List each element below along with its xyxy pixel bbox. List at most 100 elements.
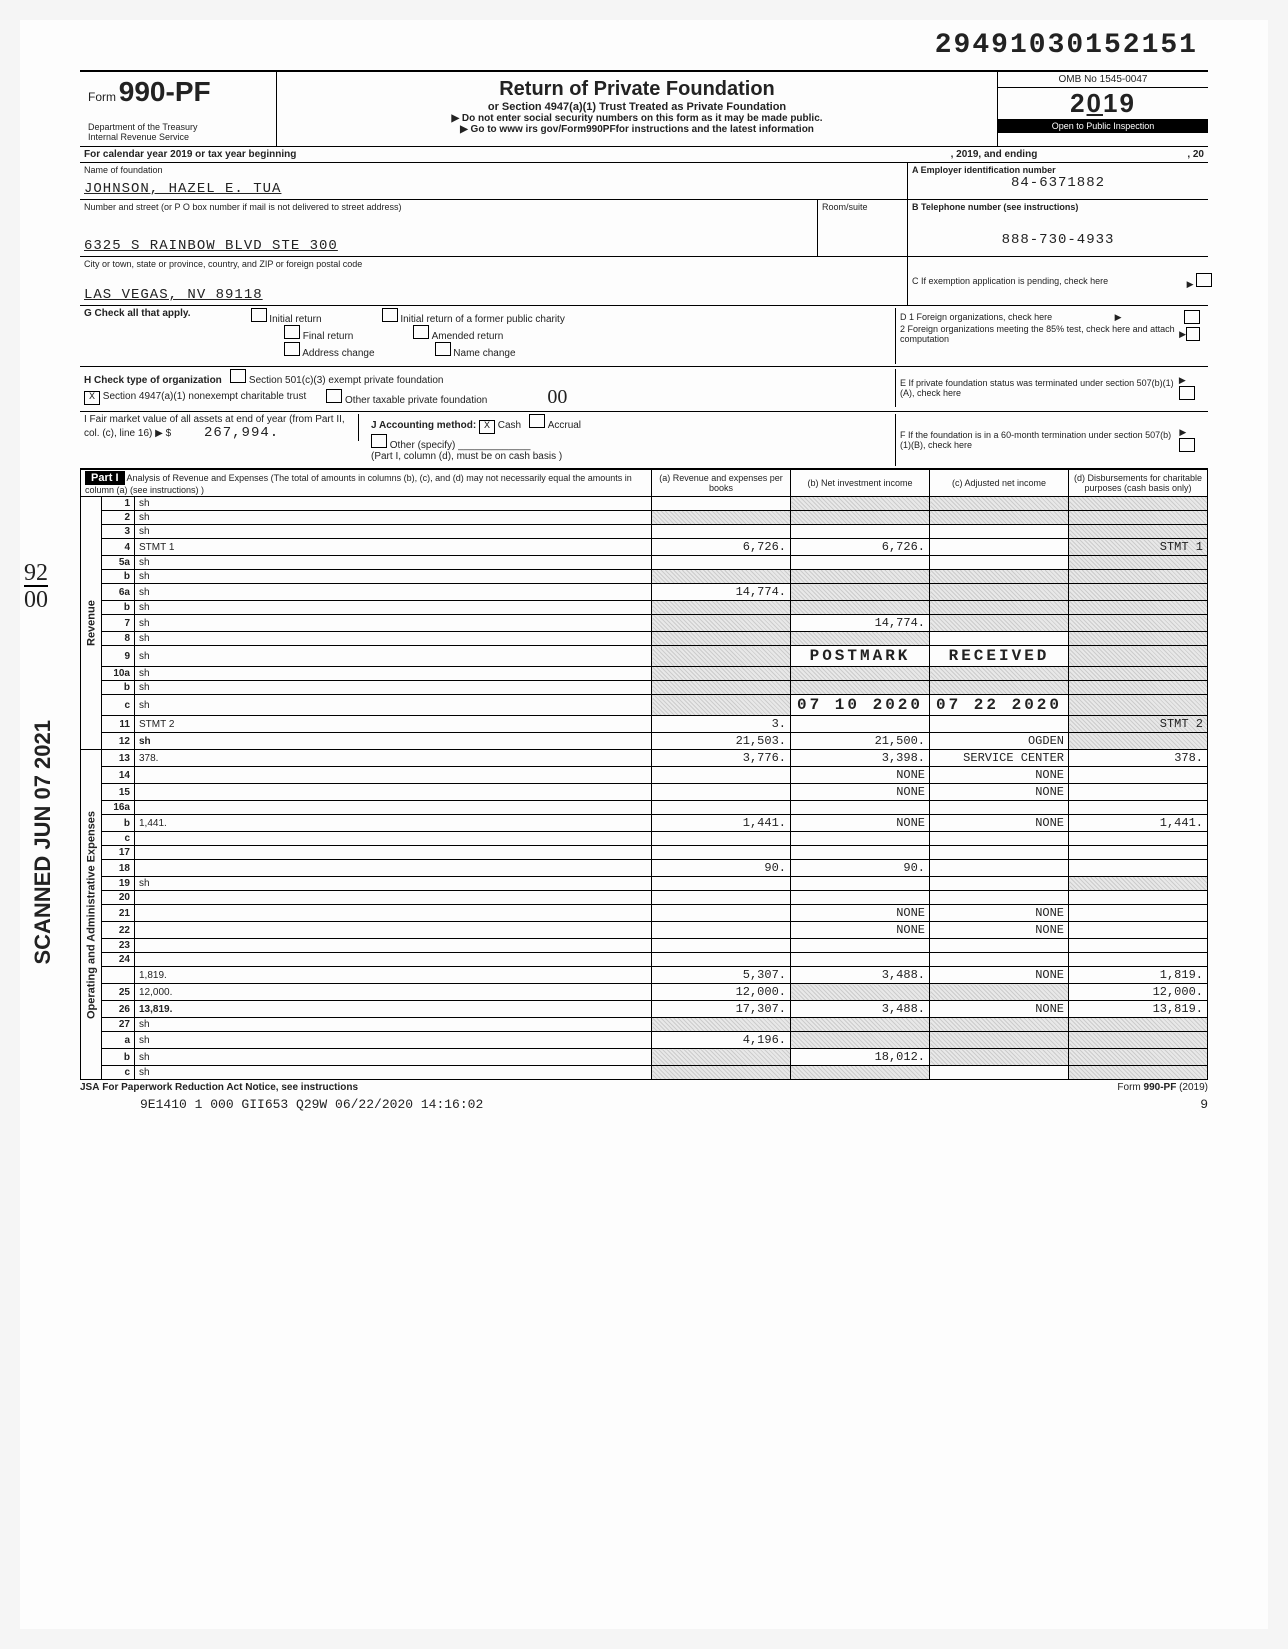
line-description: 1,441. <box>135 815 652 832</box>
cell-c <box>930 860 1069 877</box>
cell-d <box>1069 615 1208 632</box>
cb-accrual[interactable] <box>529 414 545 428</box>
open-inspection: Open to Public Inspection <box>998 119 1208 133</box>
cb-final[interactable] <box>284 325 300 339</box>
table-row: 11STMT 23.STMT 2 <box>81 716 1208 733</box>
cell-b: NONE <box>791 905 930 922</box>
i-value: 267,994. <box>204 425 279 441</box>
cell-a <box>652 1018 791 1032</box>
form-page: 29491030152151 SCANNED JUN 07 2021 92 00… <box>20 20 1268 1629</box>
cb-501c3[interactable] <box>230 369 246 383</box>
line-description: sh <box>135 601 652 615</box>
cell-d: 1,441. <box>1069 815 1208 832</box>
cell-b <box>791 939 930 953</box>
cell-a <box>652 846 791 860</box>
cell-b: NONE <box>791 815 930 832</box>
cell-b <box>791 570 930 584</box>
cell-b: 3,488. <box>791 1001 930 1018</box>
cell-a: 4,196. <box>652 1032 791 1049</box>
cell-c <box>930 601 1069 615</box>
line-number: 20 <box>102 891 135 905</box>
cell-c: NONE <box>930 767 1069 784</box>
table-row: bsh <box>81 681 1208 695</box>
cb-other-method[interactable] <box>371 434 387 448</box>
table-row: 8sh <box>81 632 1208 646</box>
cell-b: 18,012. <box>791 1049 930 1066</box>
line-number: 10a <box>102 667 135 681</box>
omb-number: OMB No 1545-0047 <box>998 72 1208 88</box>
line-description: sh <box>135 570 652 584</box>
line-description: sh <box>135 681 652 695</box>
table-row: 19sh <box>81 877 1208 891</box>
cb-other-tax[interactable] <box>326 389 342 403</box>
cb-e[interactable] <box>1179 386 1195 400</box>
instruction-1: Do not enter social security numbers on … <box>285 113 989 124</box>
cb-f[interactable] <box>1179 438 1195 452</box>
cb-initial[interactable] <box>251 308 267 322</box>
part1-table: Part I Analysis of Revenue and Expenses … <box>80 469 1208 1080</box>
cell-a <box>652 922 791 939</box>
h-row: H Check type of organization Section 501… <box>80 367 1208 412</box>
c-checkbox[interactable] <box>1196 273 1212 287</box>
cell-d <box>1069 953 1208 967</box>
cell-a: 90. <box>652 860 791 877</box>
table-row: 23 <box>81 939 1208 953</box>
cell-b <box>791 716 930 733</box>
line-description <box>135 767 652 784</box>
cb-addr-change[interactable] <box>284 342 300 356</box>
line-description <box>135 860 652 877</box>
line-description: sh <box>135 695 652 716</box>
cell-a: 6,726. <box>652 539 791 556</box>
cell-c <box>930 801 1069 815</box>
cell-b <box>791 667 930 681</box>
cell-d <box>1069 511 1208 525</box>
main-title: Return of Private Foundation <box>285 78 989 101</box>
line-number: 18 <box>102 860 135 877</box>
cell-b <box>791 832 930 846</box>
cb-name-change[interactable] <box>435 342 451 356</box>
table-row: 9shPOSTMARKRECEIVED <box>81 646 1208 667</box>
header-right: OMB No 1545-0047 2019 Open to Public Ins… <box>997 72 1208 146</box>
cell-d <box>1069 695 1208 716</box>
cell-d <box>1069 922 1208 939</box>
cb-4947[interactable]: X <box>84 391 100 405</box>
line-number: b <box>102 681 135 695</box>
cb-d2[interactable] <box>1186 327 1200 341</box>
cb-cash[interactable]: X <box>479 420 495 434</box>
cell-b <box>791 1032 930 1049</box>
cell-c: OGDEN <box>930 733 1069 750</box>
ein-label: A Employer identification number <box>912 165 1204 175</box>
cell-b <box>791 953 930 967</box>
line-description: 12,000. <box>135 984 652 1001</box>
cb-amended[interactable] <box>413 325 429 339</box>
table-row: b1,441.1,441.NONENONE1,441. <box>81 815 1208 832</box>
table-row: 2512,000.12,000.12,000. <box>81 984 1208 1001</box>
cell-c <box>930 984 1069 1001</box>
cell-d <box>1069 1032 1208 1049</box>
cell-a <box>652 939 791 953</box>
line-description: sh <box>135 1018 652 1032</box>
cell-c <box>930 846 1069 860</box>
cb-initial-former[interactable] <box>382 308 398 322</box>
h-label: H Check type of organization <box>84 375 222 386</box>
cell-d <box>1069 891 1208 905</box>
line-number: c <box>102 1066 135 1080</box>
cell-b: 90. <box>791 860 930 877</box>
cell-b <box>791 584 930 601</box>
table-row: 4STMT 16,726.6,726.STMT 1 <box>81 539 1208 556</box>
cb-d1[interactable] <box>1184 310 1200 324</box>
line-description: sh <box>135 646 652 667</box>
cell-b <box>791 877 930 891</box>
line-number: 17 <box>102 846 135 860</box>
table-row: 17 <box>81 846 1208 860</box>
cell-c <box>930 539 1069 556</box>
cell-c <box>930 953 1069 967</box>
cell-d <box>1069 646 1208 667</box>
line-number: c <box>102 695 135 716</box>
line-number: b <box>102 601 135 615</box>
street-address: 6325 S RAINBOW BLVD STE 300 <box>84 238 813 254</box>
cell-d <box>1069 525 1208 539</box>
cell-b <box>791 497 930 511</box>
line-number: 13 <box>102 750 135 767</box>
g-row: G Check all that apply. Initial return I… <box>80 306 1208 367</box>
